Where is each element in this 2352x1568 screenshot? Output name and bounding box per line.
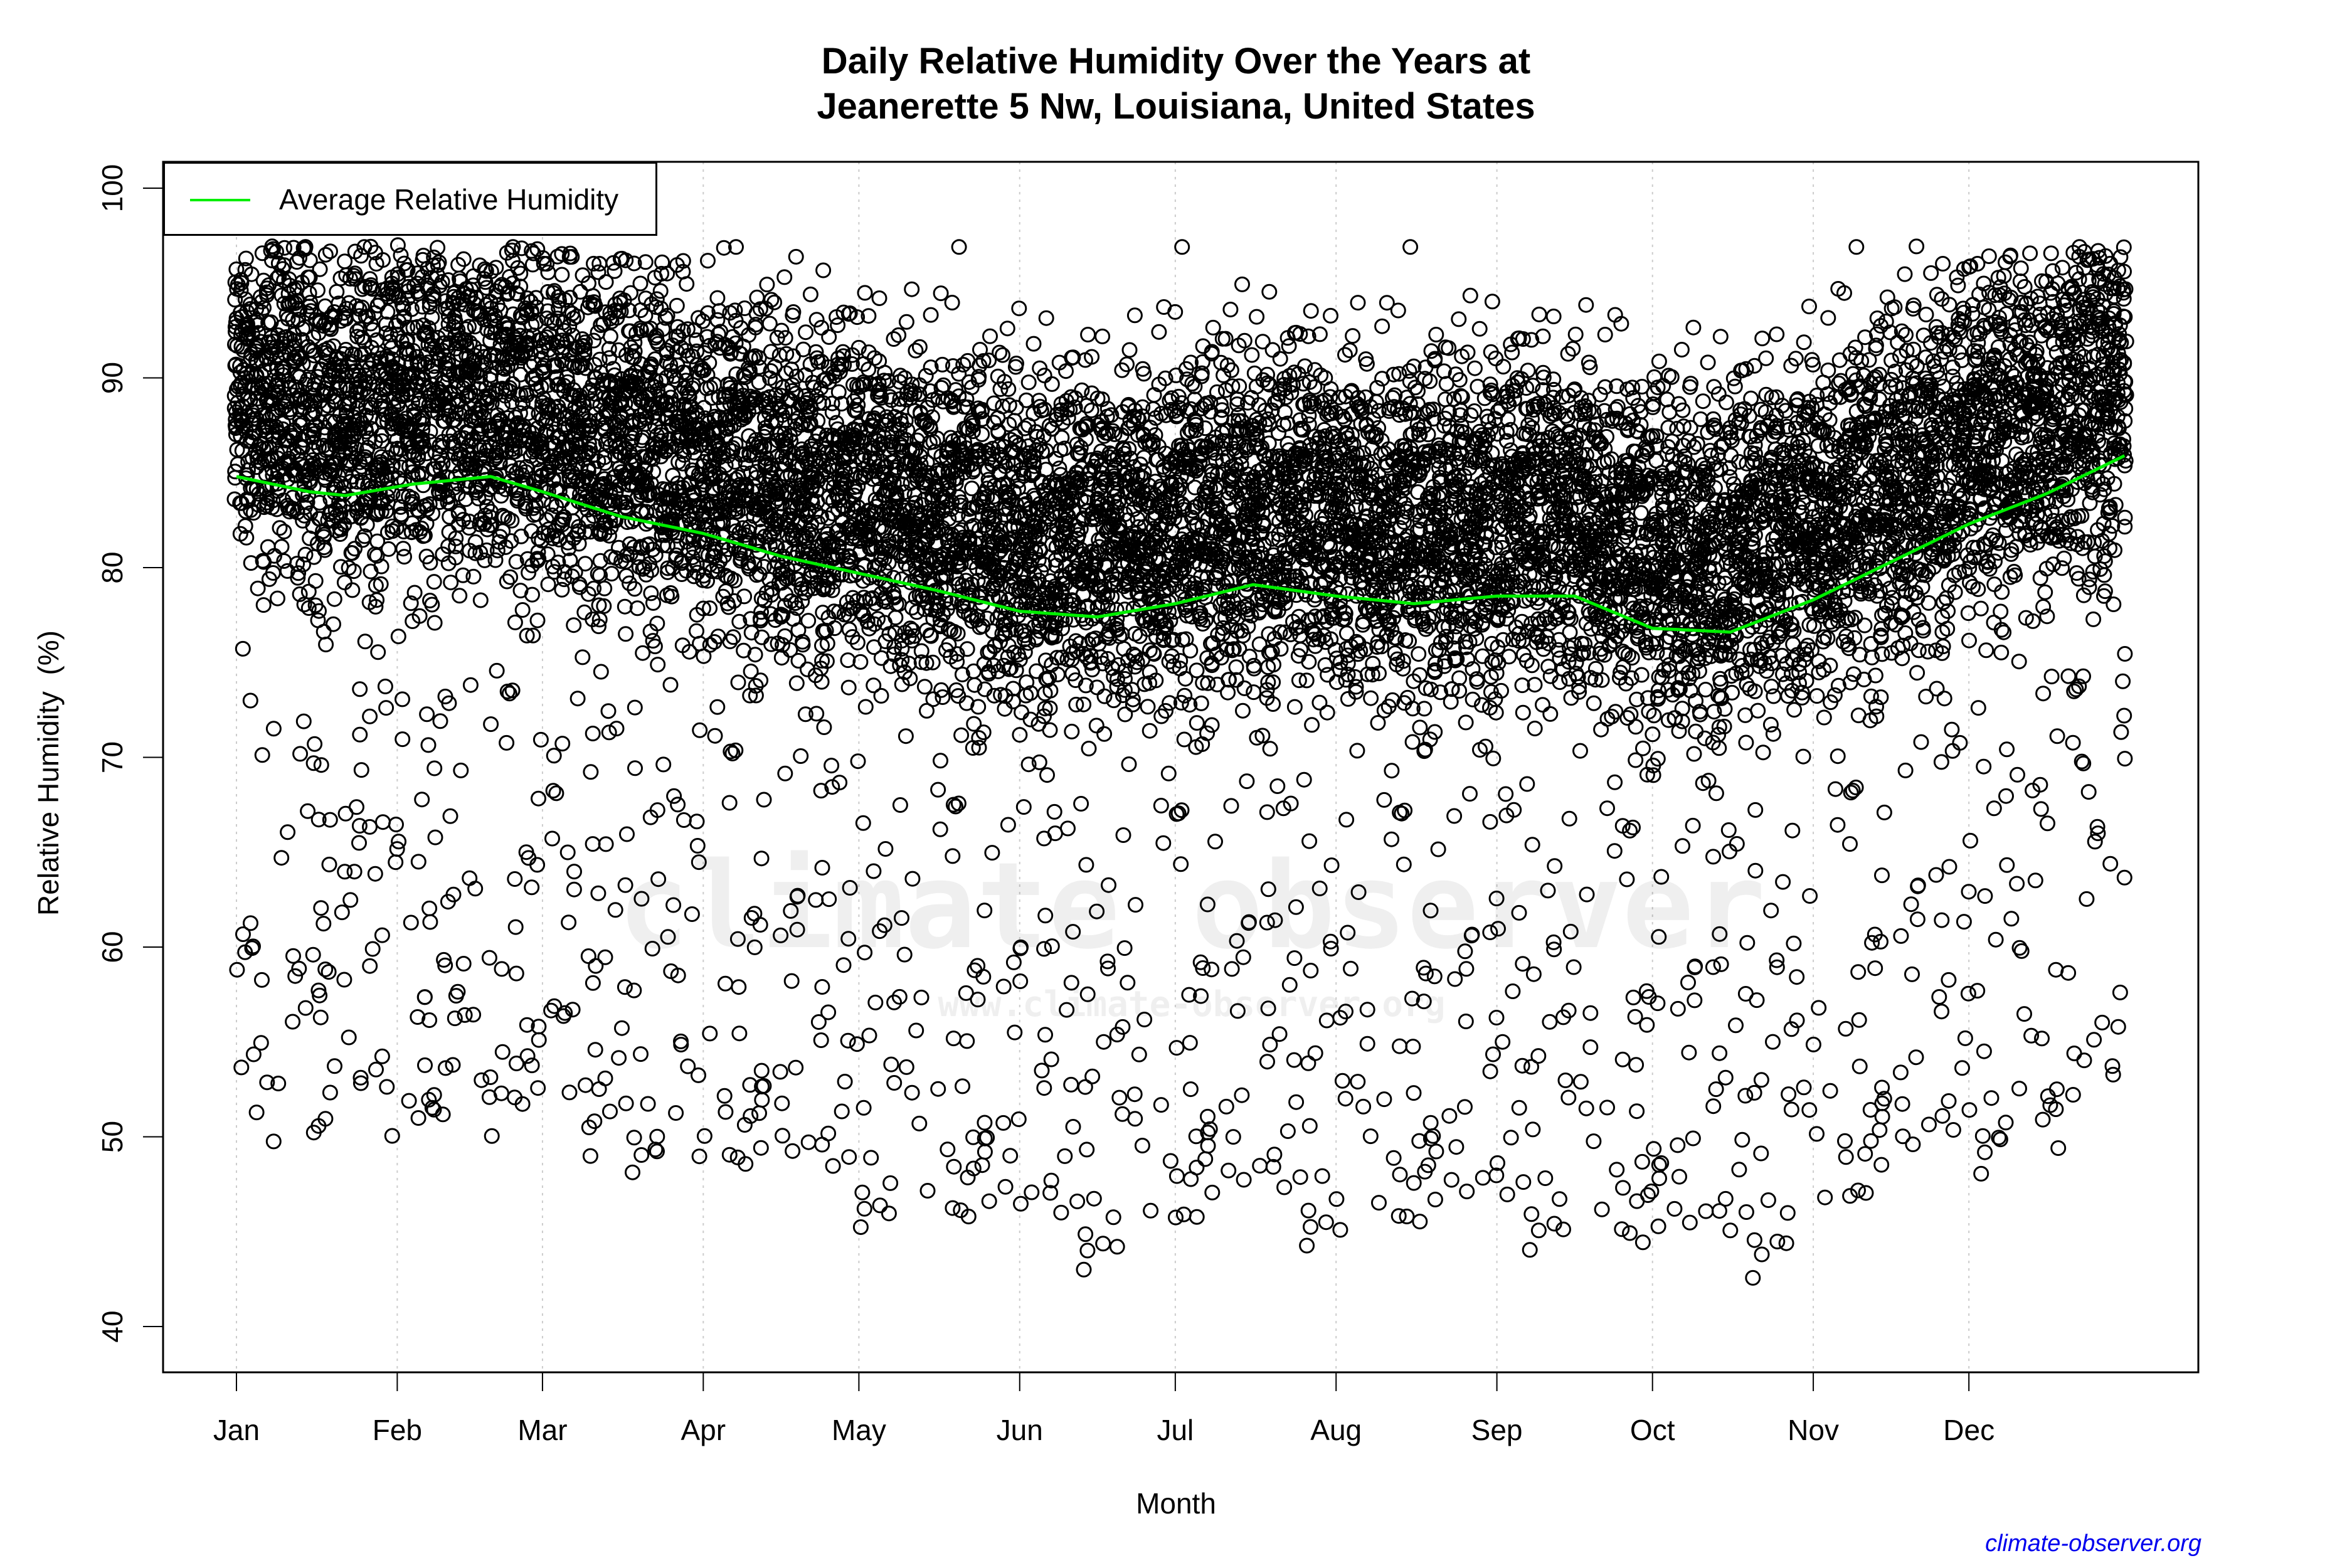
x-tick-label: Jul [1157,1414,1194,1446]
x-tick-label: Sep [1471,1414,1523,1446]
svg-text:climate observer: climate observer [618,837,1766,975]
legend: Average Relative Humidity [163,162,657,236]
x-tick-label: Mar [517,1414,567,1446]
y-tick-label: 90 [96,362,129,394]
y-tick-label: 100 [96,164,129,213]
x-tick-label: Apr [681,1414,726,1446]
x-axis-label: Month [1136,1487,1216,1520]
x-tick-label: Jan [213,1414,260,1446]
y-tick-label: 80 [96,551,129,583]
x-tick-label: Nov [1788,1414,1839,1446]
chart-title-line-1: Daily Relative Humidity Over the Years a… [821,41,1531,82]
y-tick-label: 70 [96,741,129,773]
y-tick-label: 40 [96,1310,129,1342]
chart-title-line-2: Jeanerette 5 Nw, Louisiana, United State… [817,86,1535,127]
y-axis: 40 50 60 70 80 90 100 [96,164,164,1343]
x-tick-label: Jun [997,1414,1043,1446]
legend-line-swatch [190,199,250,201]
legend-label: Average Relative Humidity [279,183,619,216]
watermark: climate observer www.climate-observer.or… [618,837,1766,1025]
data-points [226,237,2134,1286]
x-tick-label: Feb [373,1414,422,1446]
x-axis: Jan Feb Mar Apr May Jun Jul Aug Sep Oct Nov Dec [213,1371,1994,1446]
x-tick-label: Oct [1630,1414,1675,1446]
y-tick-label: 60 [96,931,129,963]
credit-link[interactable]: climate-observer.org [1985,1530,2201,1557]
svg-text:www.climate-observer.org: www.climate-observer.org [938,984,1445,1025]
average-line [236,454,2126,634]
x-tick-label: Aug [1310,1414,1362,1446]
y-tick-label: 50 [96,1121,129,1153]
y-axis-label: Relative Humidity (%) [32,630,65,916]
x-tick-label: May [832,1414,886,1446]
x-tick-label: Dec [1943,1414,1994,1446]
